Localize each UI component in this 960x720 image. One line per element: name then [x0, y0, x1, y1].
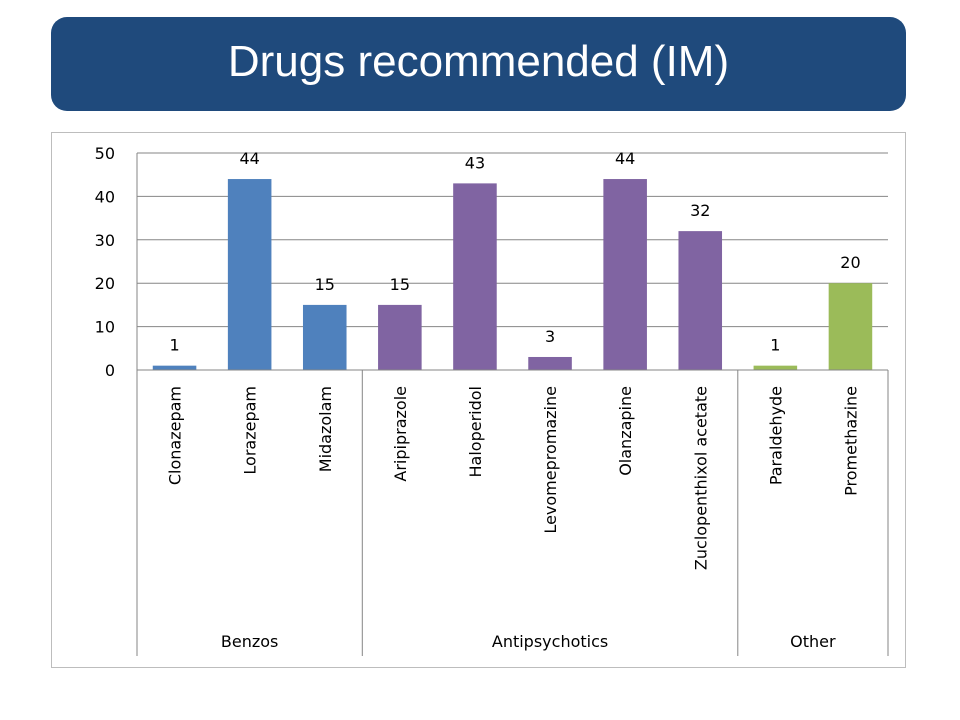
y-tick-label: 0 [105, 361, 115, 380]
y-tick-label: 10 [95, 318, 115, 337]
group-label: Antipsychotics [492, 632, 608, 651]
group-label: Benzos [221, 632, 278, 651]
data-label: 44 [615, 149, 635, 168]
data-label: 1 [770, 336, 780, 355]
category-label: Promethazine [841, 386, 860, 496]
bar [678, 231, 723, 370]
chart-frame [51, 132, 906, 668]
category-label: Olanzapine [616, 386, 635, 476]
category-label: Lorazepam [241, 386, 260, 475]
y-tick-label: 30 [95, 231, 115, 250]
category-label: Midazolam [316, 386, 335, 472]
data-label: 43 [465, 153, 485, 172]
data-label: 20 [840, 253, 860, 272]
data-label: 15 [315, 275, 335, 294]
bar [753, 365, 798, 370]
data-label: 44 [239, 149, 259, 168]
category-label: Haloperidol [466, 386, 485, 477]
bar [152, 365, 197, 370]
y-tick-label: 40 [95, 187, 115, 206]
y-tick-label: 50 [95, 144, 115, 163]
category-label: Zuclopenthixol acetate [691, 386, 710, 570]
category-label: Levomepromazine [541, 386, 560, 534]
bar [302, 304, 347, 370]
bar [227, 179, 272, 370]
category-label: Paraldehyde [766, 386, 785, 485]
bar [603, 179, 647, 370]
data-label: 1 [169, 336, 179, 355]
bar [378, 304, 422, 370]
slide-title: Drugs recommended (IM) [227, 37, 730, 86]
category-label: Aripiprazole [391, 386, 410, 482]
category-label: Clonazepam [166, 386, 185, 485]
data-label: 32 [690, 201, 710, 220]
bar [828, 283, 873, 370]
bar [528, 356, 572, 370]
data-label: 15 [390, 275, 410, 294]
title-banner: Drugs recommended (IM) [51, 17, 906, 111]
data-label: 3 [545, 327, 555, 346]
bar [453, 183, 497, 370]
y-tick-label: 20 [95, 274, 115, 293]
group-label: Other [790, 632, 836, 651]
